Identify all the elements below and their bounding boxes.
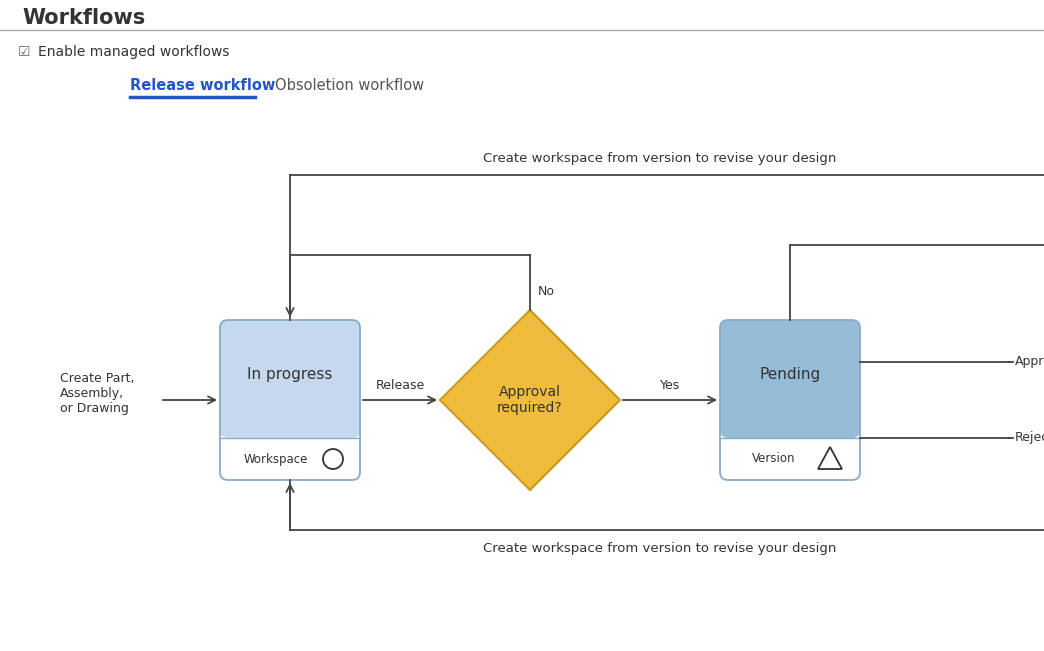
- FancyBboxPatch shape: [220, 320, 360, 438]
- Text: No: No: [538, 285, 555, 298]
- Text: In progress: In progress: [247, 367, 333, 381]
- Text: Release: Release: [376, 379, 425, 392]
- Text: Release workflow: Release workflow: [130, 77, 276, 92]
- Text: Approve: Approve: [1015, 355, 1044, 368]
- Text: Obsoletion workflow: Obsoletion workflow: [275, 77, 424, 92]
- Text: Pending: Pending: [759, 367, 821, 381]
- Text: Reject: Reject: [1015, 432, 1044, 445]
- Text: Create workspace from version to revise your design: Create workspace from version to revise …: [483, 152, 836, 165]
- Text: Enable managed workflows: Enable managed workflows: [38, 45, 230, 59]
- Text: Create Part,
Assembly,
or Drawing: Create Part, Assembly, or Drawing: [60, 372, 135, 415]
- FancyBboxPatch shape: [220, 438, 360, 480]
- Text: Create workspace from version to revise your design: Create workspace from version to revise …: [483, 542, 836, 555]
- Text: Yes: Yes: [660, 379, 680, 392]
- Text: Version: Version: [753, 452, 796, 465]
- Text: ☑: ☑: [18, 45, 30, 59]
- FancyBboxPatch shape: [720, 320, 860, 438]
- Polygon shape: [440, 310, 620, 490]
- FancyBboxPatch shape: [720, 438, 860, 480]
- Text: Workflows: Workflows: [22, 8, 145, 28]
- Text: Workspace: Workspace: [244, 452, 308, 465]
- Text: Approval
required?: Approval required?: [497, 385, 563, 415]
